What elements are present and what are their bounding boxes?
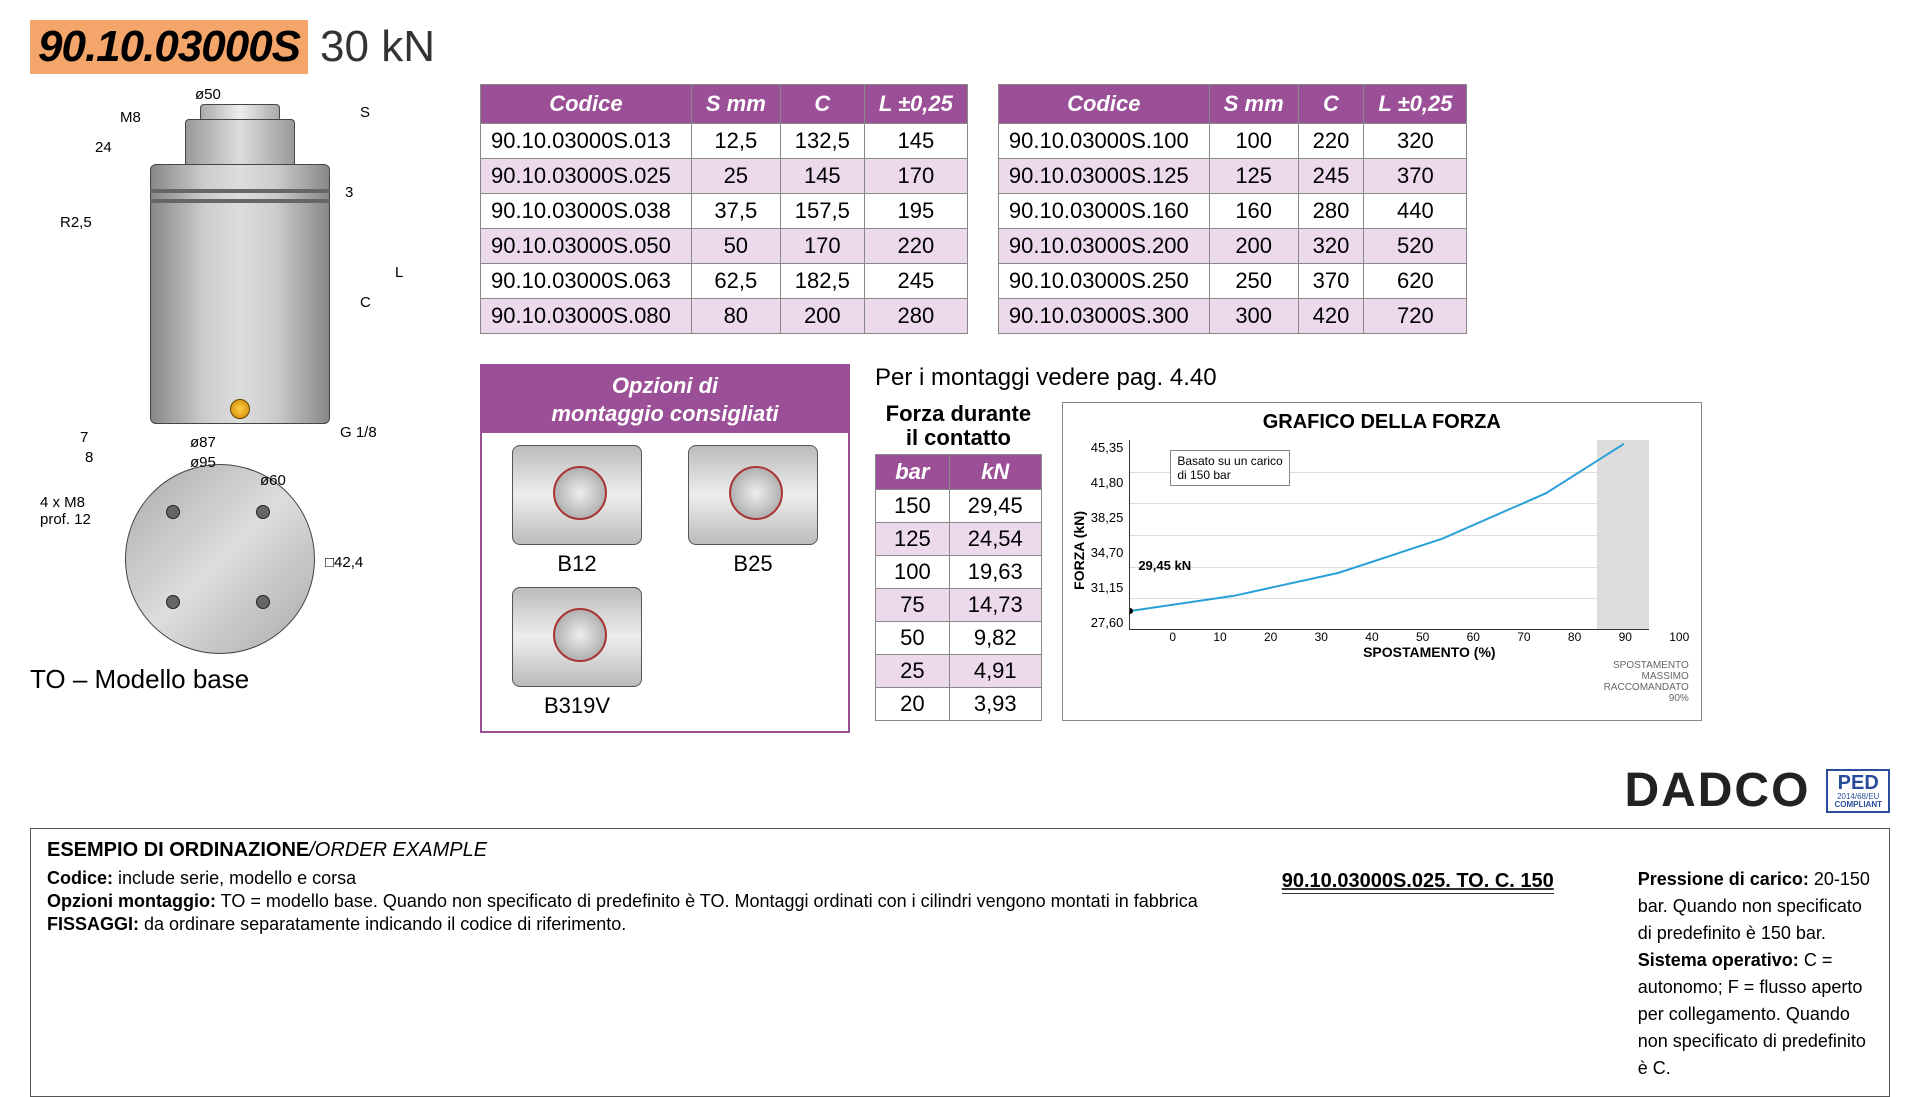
dim-24: 24 — [95, 139, 112, 156]
dim-d87: ø87 — [190, 434, 216, 451]
product-force: 30 kN — [320, 22, 435, 72]
mount-icon — [512, 587, 642, 687]
order-right-block: Pressione di carico: 20-150 bar. Quando … — [1638, 866, 1873, 1082]
page-reference: Per i montaggi vedere pag. 4.40 — [875, 364, 1890, 392]
force-table: barkN 15029,4512524,5410019,637514,73509… — [875, 454, 1042, 721]
mount-item-b12: B12 — [512, 445, 642, 577]
dim-sq: □42,4 — [325, 554, 363, 571]
table-row: 90.10.03000S.300300420720 — [998, 299, 1467, 334]
table-row: 254,91 — [876, 655, 1042, 688]
chart-footnote: SPOSTAMENTO MASSIMO RACCOMANDATO 90% — [1071, 660, 1693, 704]
table-header: L ±0,25 — [864, 85, 967, 124]
brand-logo: DADCO — [1624, 763, 1810, 818]
dim-l: L — [395, 264, 403, 281]
table-header: C — [1298, 85, 1364, 124]
dim-c: C — [360, 294, 371, 311]
table-header: Codice — [481, 85, 692, 124]
mount-title-1: Opzioni di — [612, 373, 718, 398]
chart-y-label: FORZA (kN) — [1071, 511, 1087, 590]
spec-table-left: CodiceS mmCL ±0,25 90.10.03000S.01312,51… — [480, 84, 968, 334]
chart-title: GRAFICO DELLA FORZA — [1071, 411, 1693, 434]
dim-d95: ø95 — [190, 454, 216, 471]
force-table-section: Forza durante il contatto barkN 15029,45… — [875, 402, 1042, 721]
table-row: 509,82 — [876, 622, 1042, 655]
order-sample-code: 90.10.03000S.025. TO. C. 150 — [1282, 870, 1554, 894]
order-center: 90.10.03000S.025. TO. C. 150 — [1238, 866, 1598, 1082]
brand-row: DADCO PED 2014/68/EU COMPLIANT — [30, 763, 1890, 818]
force-table-title: Forza durante il contatto — [875, 402, 1042, 450]
table-row: 90.10.03000S.160160280440 — [998, 194, 1467, 229]
table-row: 90.10.03000S.200200320520 — [998, 229, 1467, 264]
mount-title-2: montaggio consigliati — [551, 401, 778, 426]
mount-icon — [688, 445, 818, 545]
dim-r25: R2,5 — [60, 214, 92, 231]
mount-label: B319V — [544, 693, 610, 718]
table-row: 90.10.03000S.03837,5157,5195 — [481, 194, 968, 229]
table-row: 90.10.03000S.08080200280 — [481, 299, 968, 334]
table-header: Codice — [998, 85, 1209, 124]
chart-x-label: SPOSTAMENTO (%) — [1169, 644, 1689, 660]
table-header: S mm — [691, 85, 780, 124]
technical-diagram: ø50 M8 S 24 3 R2,5 C L 7 8 ø87 ø95 G 1/8… — [30, 94, 430, 654]
mount-options-title: Opzioni di montaggio consigliati — [482, 366, 848, 433]
table-header: C — [780, 85, 864, 124]
chart-plot: Basato su un carico di 150 bar 29,45 kN — [1129, 440, 1649, 630]
table-row: 203,93 — [876, 688, 1042, 721]
mount-label: B12 — [557, 551, 596, 576]
table-row: 90.10.03000S.100100220320 — [998, 124, 1467, 159]
mount-label: B25 — [733, 551, 772, 576]
page-title-row: 90.10.03000S 30 kN — [30, 20, 1890, 74]
table-row: 7514,73 — [876, 589, 1042, 622]
ped-badge: PED 2014/68/EU COMPLIANT — [1826, 769, 1890, 813]
product-code: 90.10.03000S — [30, 20, 308, 74]
mount-item-b319v: B319V — [512, 587, 642, 719]
dim-bolts: 4 x M8 prof. 12 — [40, 494, 91, 528]
order-row: Sistema operativo: C = autonomo; F = flu… — [1638, 947, 1873, 1082]
chart-y-axis: 45,3541,8038,2534,7031,1527,60 — [1091, 440, 1130, 630]
mount-item-b25: B25 — [688, 445, 818, 577]
table-row: 90.10.03000S.250250370620 — [998, 264, 1467, 299]
table-header: L ±0,25 — [1364, 85, 1467, 124]
table-row: 15029,45 — [876, 490, 1042, 523]
order-left-block: Codice: include serie, modello e corsaOp… — [47, 866, 1198, 1082]
ped-top: PED — [1834, 773, 1882, 793]
table-row: 90.10.03000S.01312,5132,5145 — [481, 124, 968, 159]
table-row: 10019,63 — [876, 556, 1042, 589]
order-title: ESEMPIO DI ORDINAZIONE/ORDER EXAMPLE — [47, 839, 1873, 862]
spec-tables-row: CodiceS mmCL ±0,25 90.10.03000S.01312,51… — [480, 84, 1890, 334]
table-row: 90.10.03000S.125125245370 — [998, 159, 1467, 194]
mount-options-box: Opzioni di montaggio consigliati B12 B25… — [480, 364, 850, 733]
dim-m8: M8 — [120, 109, 141, 126]
dim-d60: ø60 — [260, 472, 286, 489]
technical-diagram-section: ø50 M8 S 24 3 R2,5 C L 7 8 ø87 ø95 G 1/8… — [30, 84, 450, 695]
mount-icon — [512, 445, 642, 545]
order-example-box: ESEMPIO DI ORDINAZIONE/ORDER EXAMPLE Cod… — [30, 828, 1890, 1097]
table-row: 90.10.03000S.05050170220 — [481, 229, 968, 264]
table-row: 90.10.03000S.02525145170 — [481, 159, 968, 194]
dim-d50: ø50 — [195, 86, 221, 103]
table-header: S mm — [1209, 85, 1298, 124]
order-row: Opzioni montaggio: TO = modello base. Qu… — [47, 891, 1198, 912]
dim-s: S — [360, 104, 370, 121]
table-row: 12524,54 — [876, 523, 1042, 556]
dim-8: 8 — [85, 449, 93, 466]
spec-table-right: CodiceS mmCL ±0,25 90.10.03000S.10010022… — [998, 84, 1468, 334]
ped-bot: COMPLIANT — [1834, 801, 1882, 809]
order-row: Codice: include serie, modello e corsa — [47, 868, 1198, 889]
force-chart-box: GRAFICO DELLA FORZA FORZA (kN) 45,3541,8… — [1062, 402, 1702, 721]
chart-x-axis: 0102030405060708090100 — [1169, 630, 1689, 644]
dim-port: G 1/8 — [340, 424, 377, 441]
table-row: 90.10.03000S.06362,5182,5245 — [481, 264, 968, 299]
order-row: Pressione di carico: 20-150 bar. Quando … — [1638, 866, 1873, 947]
dim-3: 3 — [345, 184, 353, 201]
dim-7: 7 — [80, 429, 88, 446]
model-label: TO – Modello base — [30, 664, 450, 695]
order-row: FISSAGGI: da ordinare separatamente indi… — [47, 914, 1198, 935]
